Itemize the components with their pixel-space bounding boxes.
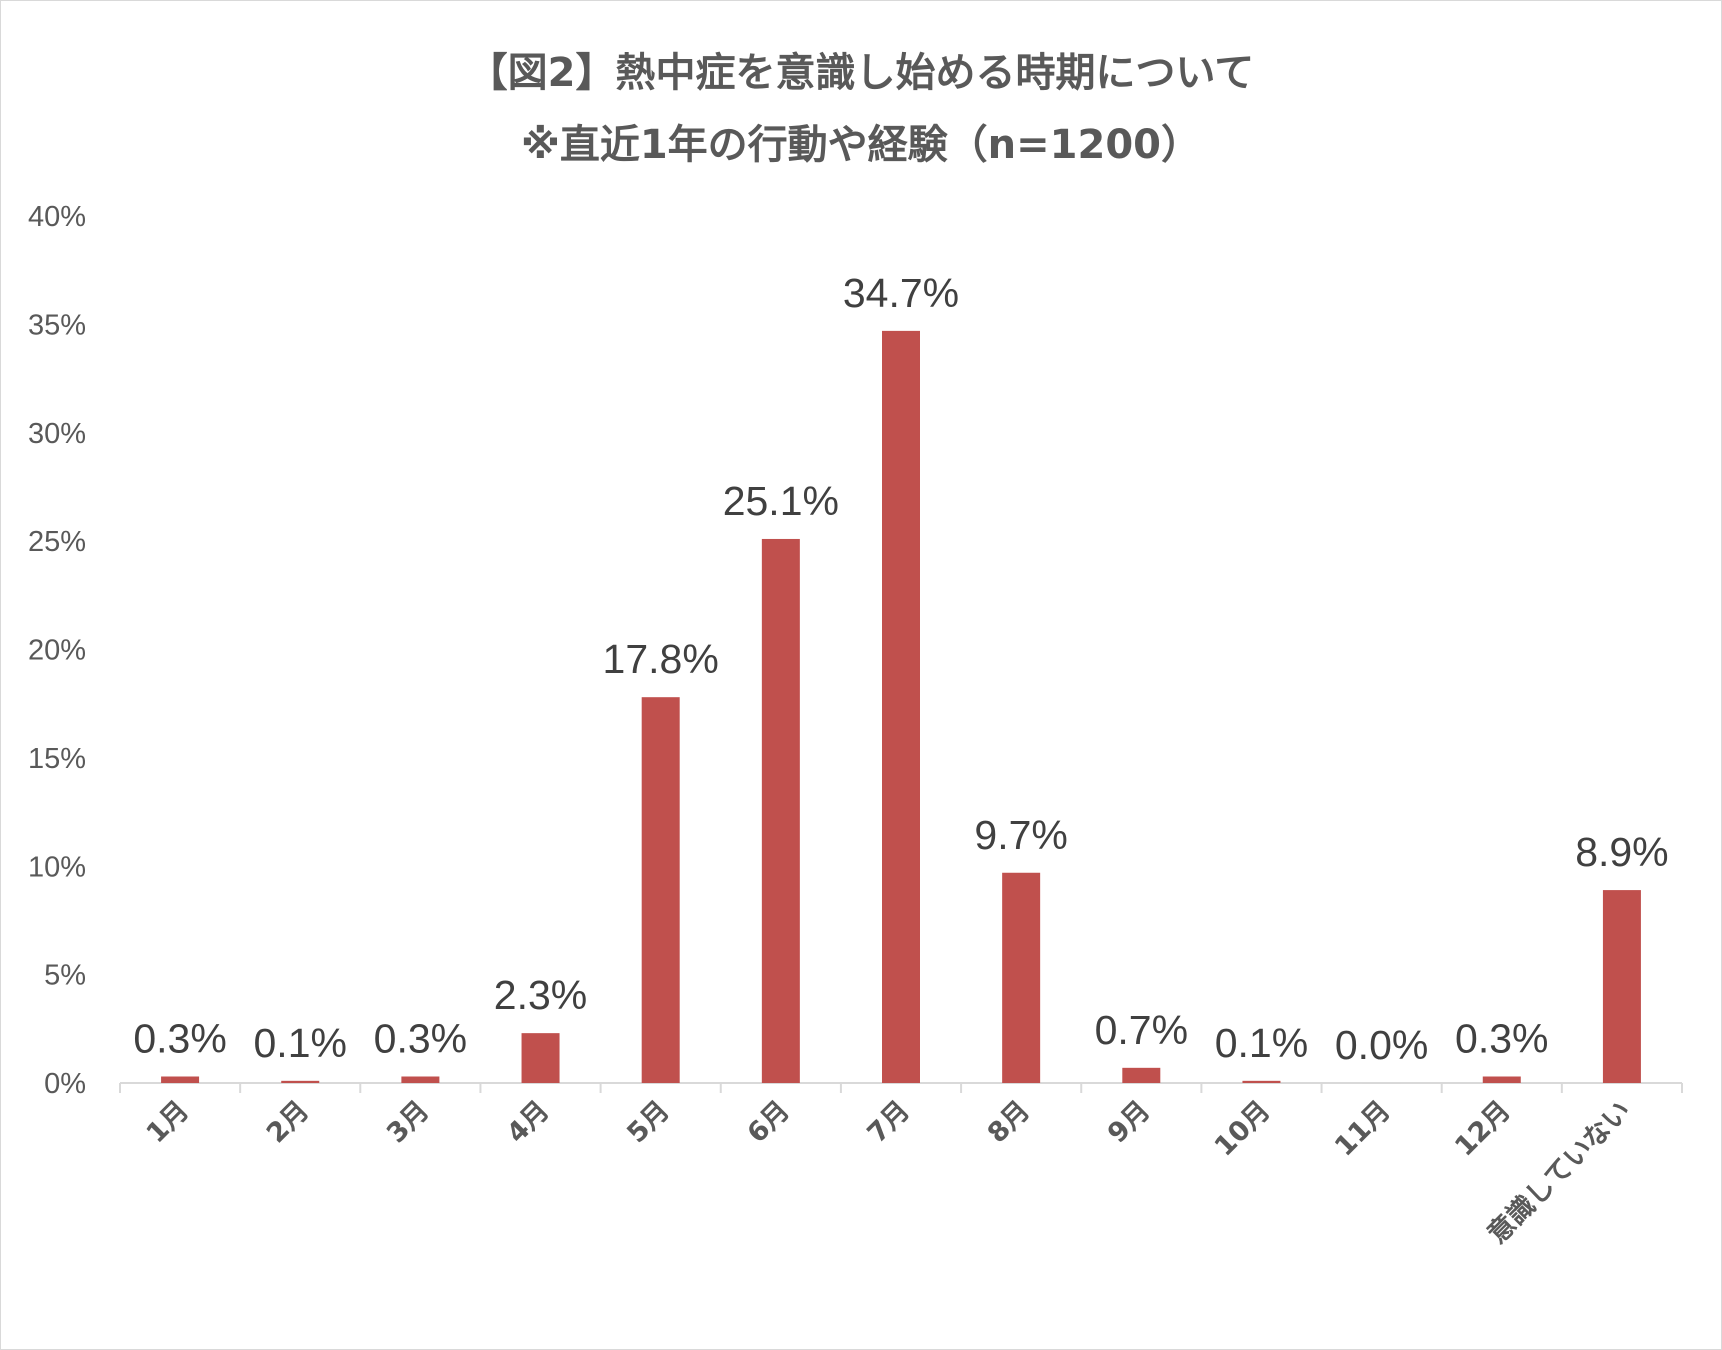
category-label: 10月 <box>1209 1095 1277 1163</box>
y-tick-label: 40% <box>28 201 86 233</box>
data-label: 25.1% <box>723 478 839 524</box>
data-label: 0.3% <box>374 1015 467 1061</box>
category-label: 9月 <box>1102 1095 1156 1149</box>
bar <box>281 1080 320 1083</box>
bar <box>401 1076 440 1083</box>
bar <box>1242 1080 1281 1083</box>
category-label: 6月 <box>741 1095 795 1149</box>
category-label: 4月 <box>501 1095 555 1149</box>
chart-title: 【図2】熱中症を意識し始める時期について <box>467 50 1255 96</box>
category-label: 2月 <box>261 1095 315 1149</box>
data-label: 34.7% <box>843 270 959 316</box>
bar <box>1482 1076 1521 1083</box>
data-label: 8.9% <box>1575 829 1668 875</box>
bar <box>761 538 800 1083</box>
data-label: 0.3% <box>133 1015 226 1061</box>
y-tick-label: 0% <box>44 1068 86 1100</box>
bar <box>521 1033 560 1083</box>
data-label: 0.1% <box>254 1020 347 1066</box>
y-tick-label: 15% <box>28 743 86 775</box>
category-label: 7月 <box>862 1095 916 1149</box>
y-tick-label: 25% <box>28 526 86 558</box>
category-label: 5月 <box>621 1095 675 1149</box>
y-tick-label: 20% <box>28 635 86 667</box>
data-label: 0.0% <box>1335 1022 1428 1068</box>
category-label: 1月 <box>141 1095 195 1149</box>
category-label: 3月 <box>381 1095 435 1149</box>
category-label: 8月 <box>982 1095 1036 1149</box>
category-label: 12月 <box>1449 1095 1517 1163</box>
bar <box>882 330 920 1083</box>
bar <box>161 1076 200 1083</box>
y-tick-label: 35% <box>28 309 86 341</box>
y-tick-label: 10% <box>28 851 86 883</box>
bar <box>1002 872 1041 1083</box>
category-label: 11月 <box>1329 1095 1397 1163</box>
data-label: 0.7% <box>1095 1007 1188 1053</box>
y-tick-label: 5% <box>44 960 86 992</box>
data-label: 0.1% <box>1215 1020 1308 1066</box>
y-tick-label: 30% <box>28 418 86 450</box>
bar <box>1602 890 1641 1083</box>
bar <box>641 697 680 1083</box>
data-label: 9.7% <box>974 812 1067 858</box>
bar <box>1122 1067 1161 1083</box>
data-label: 0.3% <box>1455 1015 1548 1061</box>
data-label: 17.8% <box>603 636 719 682</box>
data-label: 2.3% <box>494 972 587 1018</box>
chart-subtitle: ※直近1年の行動や経験（n=1200） <box>520 122 1202 168</box>
